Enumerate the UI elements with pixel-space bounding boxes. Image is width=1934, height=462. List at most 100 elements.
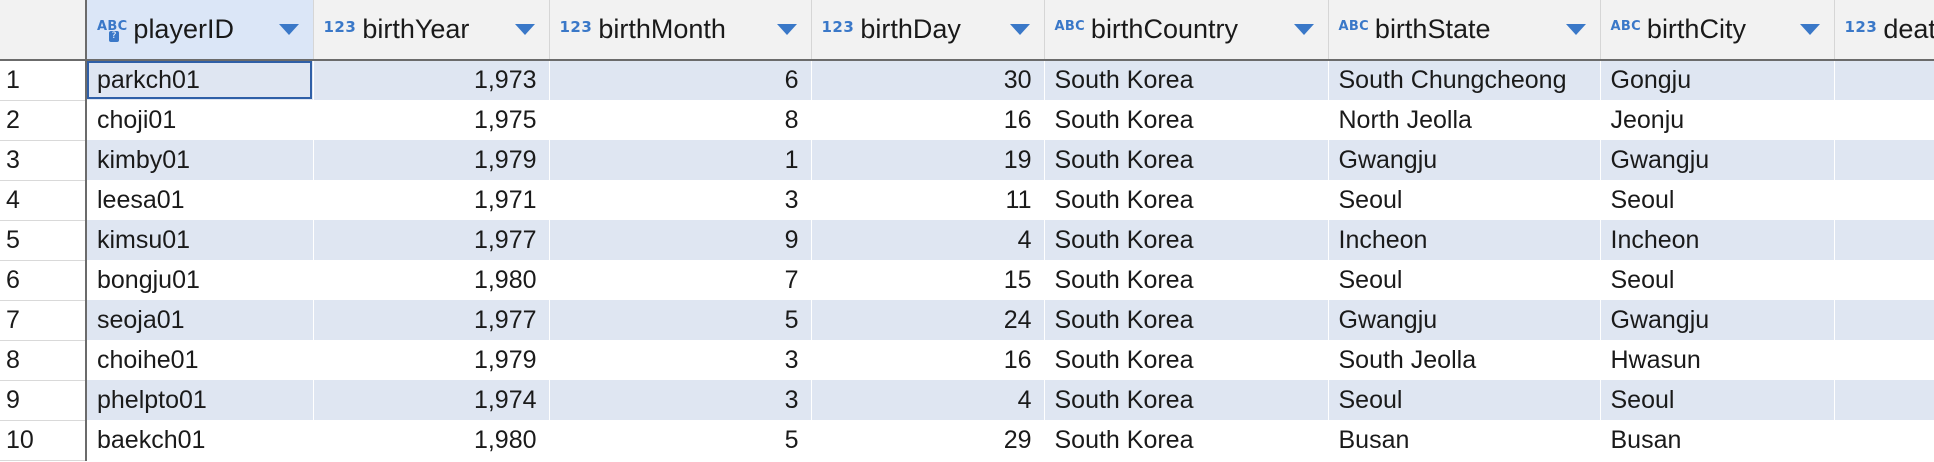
cell-deat[interactable] (1834, 380, 1934, 420)
cell-deat[interactable] (1834, 60, 1934, 100)
chevron-down-icon[interactable] (514, 24, 535, 35)
table-row[interactable]: 7 seoja01 1,977 5 24 South Korea Gwangju Gwangj… (0, 300, 1934, 341)
cell-birthCountry[interactable]: South Korea (1044, 60, 1329, 100)
row-number[interactable]: 7 (0, 300, 87, 341)
cell-birthYear[interactable]: 1,979 (313, 340, 550, 380)
cell-deat[interactable] (1834, 140, 1934, 180)
row-number[interactable]: 5 (0, 220, 87, 261)
cell-birthMonth[interactable]: 9 (549, 220, 812, 260)
column-header-birthCity[interactable]: ABC birthCity (1600, 0, 1835, 61)
cell-birthCity[interactable]: Gwangju (1600, 140, 1835, 180)
cell-birthMonth[interactable]: 8 (549, 100, 812, 140)
cell-birthYear[interactable]: 1,975 (313, 100, 550, 140)
cell-birthCountry[interactable]: South Korea (1044, 140, 1329, 180)
cell-playerID[interactable]: choji01 (86, 100, 314, 140)
cell-birthMonth[interactable]: 3 (549, 340, 812, 380)
row-number[interactable]: 9 (0, 380, 87, 421)
cell-playerID[interactable]: phelpto01 (86, 380, 314, 420)
cell-birthState[interactable]: Gwangju (1328, 300, 1601, 340)
cell-birthMonth[interactable]: 5 (549, 420, 812, 460)
cell-birthCountry[interactable]: South Korea (1044, 220, 1329, 260)
cell-birthYear[interactable]: 1,974 (313, 380, 550, 420)
cell-birthCity[interactable]: Seoul (1600, 380, 1835, 420)
cell-birthCountry[interactable]: South Korea (1044, 180, 1329, 220)
cell-playerID[interactable]: baekch01 (86, 420, 314, 460)
cell-birthState[interactable]: North Jeolla (1328, 100, 1601, 140)
row-number-header[interactable] (0, 0, 87, 61)
cell-birthMonth[interactable]: 1 (549, 140, 812, 180)
cell-playerID[interactable]: seoja01 (86, 300, 314, 340)
chevron-down-icon[interactable] (776, 24, 797, 35)
cell-birthYear[interactable]: 1,979 (313, 140, 550, 180)
cell-birthState[interactable]: Seoul (1328, 380, 1601, 420)
cell-birthState[interactable]: Seoul (1328, 180, 1601, 220)
cell-birthDay[interactable]: 11 (811, 180, 1045, 220)
chevron-down-icon[interactable] (1799, 24, 1820, 35)
cell-birthState[interactable]: South Chungcheong (1328, 60, 1601, 100)
cell-birthDay[interactable]: 30 (811, 60, 1045, 100)
cell-birthDay[interactable]: 16 (811, 340, 1045, 380)
cell-birthMonth[interactable]: 3 (549, 180, 812, 220)
table-row[interactable]: 4 leesa01 1,971 3 11 South Korea Seoul Seoul (0, 180, 1934, 221)
cell-birthDay[interactable]: 16 (811, 100, 1045, 140)
cell-birthCountry[interactable]: South Korea (1044, 420, 1329, 460)
cell-birthCity[interactable]: Seoul (1600, 180, 1835, 220)
cell-birthDay[interactable]: 15 (811, 260, 1045, 300)
cell-deat[interactable] (1834, 100, 1934, 140)
cell-birthYear[interactable]: 1,977 (313, 220, 550, 260)
row-number[interactable]: 3 (0, 140, 87, 181)
cell-deat[interactable] (1834, 260, 1934, 300)
chevron-down-icon[interactable] (1565, 24, 1586, 35)
chevron-down-icon[interactable] (1293, 24, 1314, 35)
cell-birthYear[interactable]: 1,980 (313, 260, 550, 300)
cell-playerID[interactable]: choihe01 (86, 340, 314, 380)
cell-birthDay[interactable]: 4 (811, 220, 1045, 260)
column-header-birthDay[interactable]: 123 birthDay (811, 0, 1045, 61)
cell-birthDay[interactable]: 24 (811, 300, 1045, 340)
cell-birthYear[interactable]: 1,980 (313, 420, 550, 460)
column-header-birthCountry[interactable]: ABC birthCountry (1044, 0, 1329, 61)
table-row[interactable]: 9 phelpto01 1,974 3 4 South Korea Seoul Seoul (0, 380, 1934, 421)
chevron-down-icon[interactable] (1009, 24, 1030, 35)
row-number[interactable]: 1 (0, 60, 87, 101)
cell-birthDay[interactable]: 4 (811, 380, 1045, 420)
table-row[interactable]: 1 parkch01 1,973 6 30 South Korea South Chungc… (0, 60, 1934, 101)
cell-playerID[interactable]: leesa01 (86, 180, 314, 220)
column-header-birthMonth[interactable]: 123 birthMonth (549, 0, 812, 61)
cell-birthYear[interactable]: 1,977 (313, 300, 550, 340)
table-row[interactable]: 8 choihe01 1,979 3 16 South Korea South Jeolla… (0, 340, 1934, 381)
cell-birthState[interactable]: Gwangju (1328, 140, 1601, 180)
cell-birthCity[interactable]: Gwangju (1600, 300, 1835, 340)
column-header-birthYear[interactable]: 123 birthYear (313, 0, 550, 61)
cell-birthYear[interactable]: 1,971 (313, 180, 550, 220)
cell-birthState[interactable]: Incheon (1328, 220, 1601, 260)
cell-birthState[interactable]: Busan (1328, 420, 1601, 460)
table-row[interactable]: 10 baekch01 1,980 5 29 South Korea Busan Busan (0, 420, 1934, 461)
cell-deat[interactable] (1834, 340, 1934, 380)
row-number[interactable]: 8 (0, 340, 87, 381)
cell-birthDay[interactable]: 19 (811, 140, 1045, 180)
cell-birthYear[interactable]: 1,973 (313, 60, 550, 100)
cell-deat[interactable] (1834, 180, 1934, 220)
cell-deat[interactable] (1834, 420, 1934, 460)
cell-birthCity[interactable]: Hwasun (1600, 340, 1835, 380)
cell-birthMonth[interactable]: 6 (549, 60, 812, 100)
cell-birthCountry[interactable]: South Korea (1044, 100, 1329, 140)
cell-birthCountry[interactable]: South Korea (1044, 260, 1329, 300)
column-header-playerID[interactable]: ABC ? playerID (86, 0, 314, 61)
cell-birthCity[interactable]: Busan (1600, 420, 1835, 460)
cell-birthDay[interactable]: 29 (811, 420, 1045, 460)
cell-birthCountry[interactable]: South Korea (1044, 300, 1329, 340)
cell-birthState[interactable]: Seoul (1328, 260, 1601, 300)
row-number[interactable]: 10 (0, 420, 87, 461)
cell-playerID[interactable]: kimsu01 (86, 220, 314, 260)
cell-birthCity[interactable]: Gongju (1600, 60, 1835, 100)
cell-playerID[interactable]: parkch01 (86, 60, 314, 100)
cell-birthMonth[interactable]: 7 (549, 260, 812, 300)
cell-playerID[interactable]: kimby01 (86, 140, 314, 180)
column-header-deat[interactable]: 123 deat (1834, 0, 1934, 61)
table-row[interactable]: 6 bongju01 1,980 7 15 South Korea Seoul Seoul (0, 260, 1934, 301)
cell-playerID[interactable]: bongju01 (86, 260, 314, 300)
cell-birthMonth[interactable]: 5 (549, 300, 812, 340)
row-number[interactable]: 4 (0, 180, 87, 221)
